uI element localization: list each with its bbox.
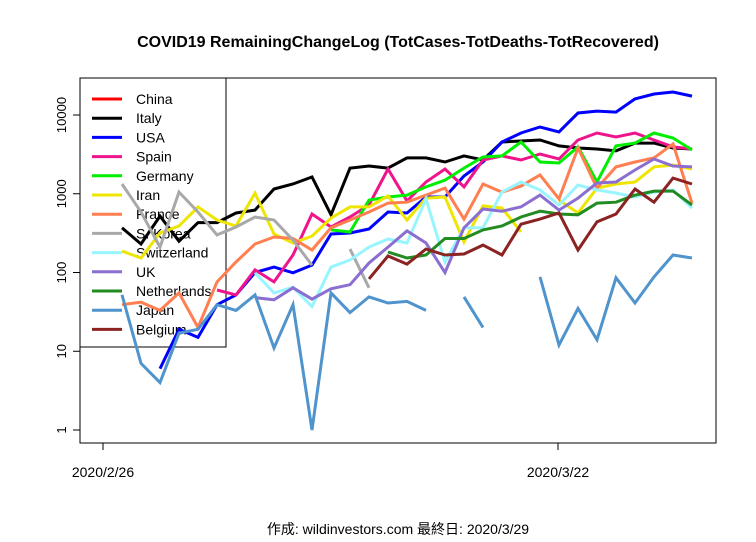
series-spain	[216, 131, 693, 297]
chart-footer: 作成: wildinvestors.com 最終日: 2020/3/29	[267, 521, 529, 537]
y-tick-label: 10	[54, 344, 69, 358]
y-tick-label: 100	[54, 262, 69, 284]
legend-label: Italy	[136, 110, 162, 126]
series-line	[121, 189, 523, 260]
series-france	[121, 141, 694, 331]
legend-label: UK	[136, 264, 156, 280]
legend-label: Germany	[136, 168, 194, 184]
series-italy	[121, 138, 693, 247]
y-axis: 1 10 100 1000 10000	[54, 97, 81, 434]
series-line	[121, 141, 694, 331]
series-line	[367, 176, 693, 280]
series-line	[254, 157, 693, 302]
series-s-korea	[120, 183, 371, 289]
legend-label: Belgium	[136, 321, 187, 337]
series-line	[330, 131, 693, 234]
legend-label: Switzerland	[136, 245, 208, 261]
series-line	[121, 138, 693, 247]
legend-label: China	[136, 91, 173, 107]
x-tick-label: 2020/3/22	[527, 464, 589, 480]
series-uk	[254, 157, 693, 302]
series-line	[462, 296, 485, 329]
series-layer	[120, 90, 694, 431]
y-tick-label: 1000	[54, 179, 69, 208]
legend-label: Spain	[136, 149, 172, 165]
legend-label: Iran	[136, 187, 160, 203]
series-line	[253, 180, 694, 310]
series-line	[120, 289, 427, 431]
y-tick-label: 10000	[54, 97, 69, 133]
series-line	[348, 248, 371, 289]
y-tick-label: 1	[54, 426, 69, 433]
series-line	[120, 183, 314, 267]
series-usa	[158, 90, 693, 370]
series-belgium	[367, 176, 693, 280]
x-axis: 2020/2/26 2020/3/22	[72, 442, 589, 480]
chart-title: COVID19 RemainingChangeLog (TotCases-Tot…	[137, 34, 659, 51]
series-japan	[120, 253, 693, 431]
series-line	[216, 131, 693, 297]
legend-label: USA	[136, 129, 165, 145]
series-switzerland	[253, 180, 694, 310]
x-tick-label: 2020/2/26	[72, 464, 134, 480]
series-germany	[330, 131, 693, 234]
legend-label: Netherlands	[136, 283, 212, 299]
series-line	[158, 90, 693, 370]
series-line	[538, 253, 693, 350]
